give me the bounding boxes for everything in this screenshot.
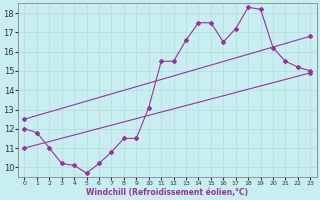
X-axis label: Windchill (Refroidissement éolien,°C): Windchill (Refroidissement éolien,°C) <box>86 188 248 197</box>
